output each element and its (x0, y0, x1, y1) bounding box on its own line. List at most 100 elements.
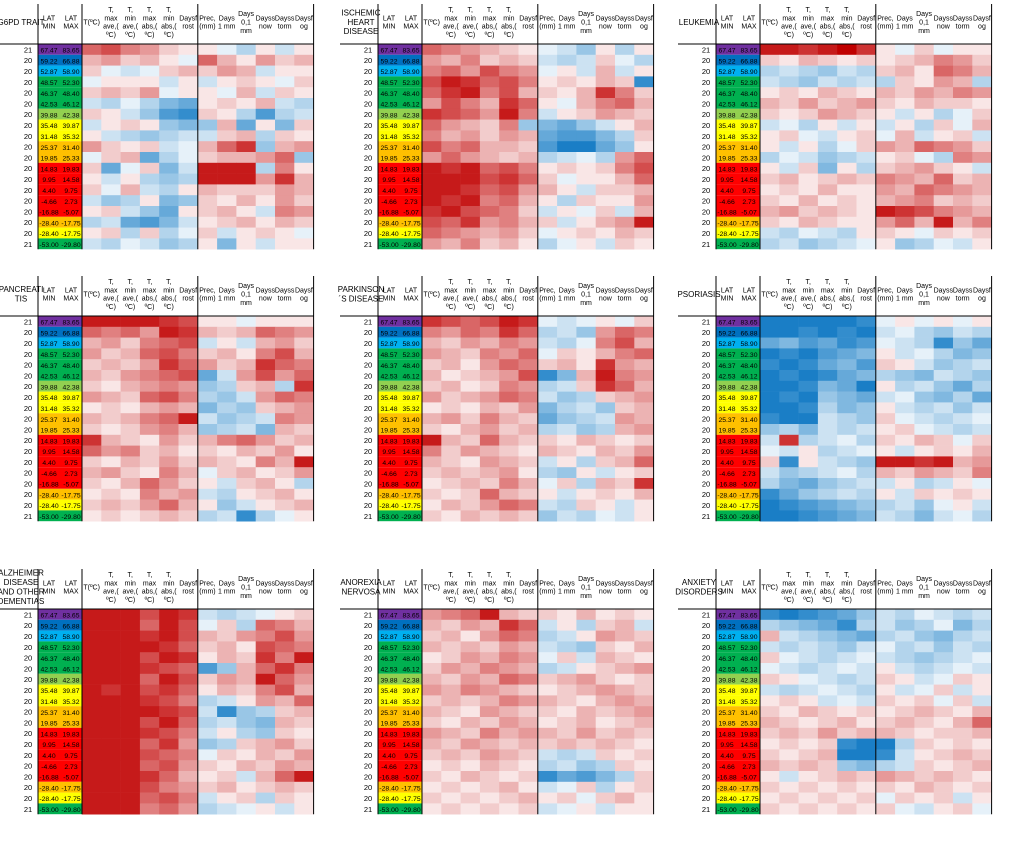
lat-max-value: -5.07 (741, 775, 757, 782)
row-count: 20 (364, 339, 372, 348)
lat-min-value: -28.40 (717, 796, 736, 803)
heat-cell (856, 434, 877, 446)
heat-cell (634, 738, 654, 750)
heat-cell (615, 87, 635, 99)
heat-cell (101, 803, 121, 815)
panel-title: NERVOSA (342, 588, 382, 597)
heat-cell (255, 359, 276, 371)
column-header: ºC) (842, 304, 852, 311)
lat-min-value: 35.48 (380, 395, 397, 402)
lat-max-value: 52.30 (402, 80, 419, 87)
lat-band-cell (378, 402, 422, 414)
heat-cell (275, 98, 295, 110)
heat-cell (557, 130, 577, 142)
heat-cell (576, 65, 596, 77)
lat-max-value: 31.40 (402, 145, 419, 152)
heat-cell (875, 380, 896, 392)
heat-cell (217, 98, 237, 110)
row-count: 21 (364, 610, 372, 619)
row-count: 20 (24, 632, 32, 641)
heat-cell (972, 467, 992, 479)
heat-cell (197, 424, 218, 436)
lat-max-value: 42.38 (62, 677, 79, 684)
heat-cell (518, 227, 539, 239)
heat-cell (798, 44, 819, 56)
heat-cell (197, 316, 218, 328)
heat-cell (460, 108, 481, 120)
heat-cell (120, 206, 141, 218)
heat-cell (255, 760, 276, 772)
heat-cell (537, 663, 558, 675)
column-header: T, (806, 7, 812, 14)
heat-cell (779, 445, 799, 457)
lat-min-value: -28.40 (39, 220, 58, 227)
lat-band-cell (716, 87, 760, 98)
heat-cell (159, 727, 179, 739)
column-header: max (104, 287, 118, 294)
row-count: 20 (24, 686, 32, 695)
heat-cell (615, 771, 635, 783)
heat-cell (576, 445, 596, 457)
lat-min-value: -28.40 (379, 231, 398, 238)
heat-cell (914, 663, 934, 675)
heat-cell (595, 337, 616, 349)
heat-cell (139, 337, 160, 349)
lat-max-value: -29.80 (61, 807, 80, 814)
lat-max-value: -17.75 (61, 220, 80, 227)
heat-cell (499, 98, 519, 110)
heat-cell (422, 499, 442, 511)
heat-cell (499, 771, 519, 783)
row-count: 20 (702, 371, 710, 380)
heat-cell (255, 673, 276, 685)
heat-cell (895, 445, 915, 457)
lat-band-cell (716, 467, 760, 478)
lat-band-cell (38, 609, 82, 620)
column-header: Prec, (199, 15, 215, 22)
heat-cell (837, 434, 857, 446)
heat-cell (595, 206, 616, 218)
heat-cell (479, 499, 500, 511)
heat-cell (953, 663, 973, 675)
heat-cell (817, 803, 838, 815)
lat-max-value: 19.83 (402, 166, 419, 173)
column-header: Daysf (635, 287, 653, 294)
heat-cell (760, 391, 780, 403)
lat-max-value: 14.58 (740, 449, 757, 456)
lat-max-value: 39.87 (402, 395, 419, 402)
lat-band-cell (378, 370, 422, 381)
heat-cell (255, 619, 276, 631)
heat-cell (933, 380, 954, 392)
heat-cell (856, 184, 877, 196)
heat-cell (972, 326, 992, 338)
heat-cell (537, 803, 558, 815)
heat-cell (817, 141, 838, 153)
row-count: 20 (24, 218, 32, 227)
heat-cell (236, 663, 256, 675)
row-count: 21 (702, 610, 710, 619)
heat-cell (634, 227, 654, 239)
lat-band-cell (38, 803, 82, 815)
lat-min-value: 31.48 (718, 699, 735, 706)
row-count: 20 (364, 207, 372, 216)
heat-cell (499, 162, 519, 174)
lat-min-value: 9.95 (42, 742, 55, 749)
heat-cell (817, 684, 838, 696)
lat-band-cell (38, 695, 82, 707)
heat-cell (479, 510, 500, 522)
row-count: 20 (24, 490, 32, 499)
heat-cell (576, 663, 596, 675)
heat-cell (798, 706, 819, 718)
column-header: Days (559, 580, 575, 587)
heat-cell (779, 673, 799, 685)
lat-band-cell (378, 684, 422, 696)
heat-cell (875, 119, 896, 131)
row-count: 20 (364, 175, 372, 184)
heat-cell (159, 348, 179, 360)
heat-cell (255, 141, 276, 153)
heat-cell (236, 738, 256, 750)
heat-cell (953, 380, 973, 392)
heat-cell (236, 359, 256, 371)
lat-min-value: 25.37 (40, 417, 57, 424)
heat-cell (972, 619, 992, 631)
lat-min-value: 4.40 (42, 188, 55, 195)
